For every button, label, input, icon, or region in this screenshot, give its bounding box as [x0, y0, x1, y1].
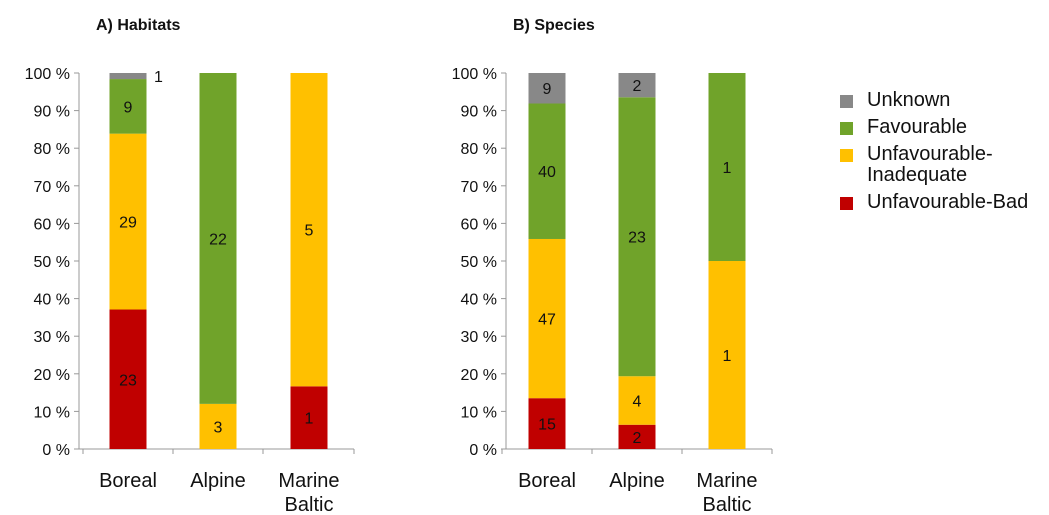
- y-tick-label: 90 %: [34, 104, 70, 121]
- x-tick-label: Boreal: [99, 470, 157, 492]
- y-tick-label: 30 %: [461, 329, 497, 346]
- bar-segment-unknown: [109, 73, 147, 80]
- data-label: 1: [305, 411, 314, 428]
- legend-swatch-favourable: [840, 122, 853, 135]
- data-label: 2: [633, 78, 642, 95]
- y-tick-label: 60 %: [461, 216, 497, 233]
- chart-title: A) Habitats: [96, 17, 181, 34]
- bar-segment-unfavourable-bad: [109, 309, 147, 449]
- bar-segment-unfavourable-bad: [528, 398, 566, 449]
- data-label: 2: [633, 430, 642, 447]
- legend-label-unfavourable-inadequate: Unfavourable- Inadequate: [867, 143, 993, 186]
- y-tick-label: 70 %: [461, 179, 497, 196]
- y-tick-label: 10 %: [34, 404, 70, 421]
- bar-segment-unfavourable-inadequate: [618, 376, 656, 425]
- y-tick-label: 100 %: [25, 66, 70, 83]
- y-tick-label: 40 %: [34, 292, 70, 309]
- data-label: 1: [723, 348, 732, 365]
- data-label: 9: [543, 81, 552, 98]
- data-label: 29: [119, 215, 137, 232]
- x-tick-label: Boreal: [518, 470, 576, 492]
- bar-segment-unfavourable-bad: [290, 386, 328, 449]
- y-tick-label: 10 %: [461, 404, 497, 421]
- y-tick-label: 80 %: [461, 141, 497, 158]
- bar-segment-favourable: [618, 97, 656, 377]
- y-tick-label: 90 %: [461, 104, 497, 121]
- legend-item-favourable: Favourable: [840, 117, 1028, 138]
- data-label: 15: [538, 417, 556, 434]
- chart-title: B) Species: [513, 17, 595, 34]
- legend-swatch-unknown: [840, 95, 853, 108]
- data-label: 3: [214, 419, 223, 436]
- y-tick-label: 50 %: [461, 254, 497, 271]
- bar-segment-unfavourable-inadequate: [290, 73, 328, 387]
- data-label: 1: [154, 69, 163, 86]
- bar-segment-unfavourable-bad: [618, 424, 656, 449]
- y-tick-label: 60 %: [34, 216, 70, 233]
- legend-item-unknown: Unknown: [840, 90, 1028, 111]
- bar-segment-unfavourable-inadequate: [528, 238, 566, 399]
- data-label: 22: [209, 231, 227, 248]
- bar-segment-unfavourable-inadequate: [708, 261, 746, 449]
- data-label: 23: [628, 230, 646, 247]
- x-tick-label: Marine Baltic: [696, 470, 757, 515]
- y-tick-label: 80 %: [34, 141, 70, 158]
- chart-panel-species: B) Species 0 % 10 % 20 % 30 % 40 % 50 % 60 % 70 …: [452, 17, 773, 515]
- data-label: 4: [633, 393, 642, 410]
- data-label: 1: [723, 160, 732, 177]
- bar-segment-unknown: [618, 73, 656, 98]
- legend-swatch-unfavourable-inadequate: [840, 149, 853, 162]
- x-tick-label: Alpine: [609, 470, 665, 492]
- y-tick-label: 20 %: [461, 367, 497, 384]
- bar-segment-unfavourable-inadequate: [109, 133, 147, 310]
- data-label: 47: [538, 312, 556, 329]
- y-tick-label: 0 %: [469, 442, 497, 459]
- data-label: 23: [119, 372, 137, 389]
- bar-segment-favourable: [199, 73, 237, 404]
- data-label: 40: [538, 164, 556, 181]
- legend-swatch-unfavourable-bad: [840, 197, 853, 210]
- bar-segment-favourable: [109, 79, 147, 134]
- data-label: 5: [305, 223, 314, 240]
- legend-label-favourable: Favourable: [867, 116, 968, 138]
- legend-item-unfavourable-inadequate: Unfavourable- Inadequate: [840, 144, 1028, 186]
- bar-segment-unfavourable-inadequate: [199, 403, 237, 449]
- y-tick-label: 70 %: [34, 179, 70, 196]
- y-tick-label: 100 %: [452, 66, 497, 83]
- x-tick-label: Alpine: [190, 470, 246, 492]
- data-label: 9: [124, 99, 133, 116]
- bar-segment-favourable: [708, 73, 746, 261]
- legend: Unknown Favourable Unfavourable- Inadequ…: [840, 90, 1028, 219]
- bar-segment-unknown: [528, 73, 566, 104]
- y-tick-label: 40 %: [461, 292, 497, 309]
- legend-label-unfavourable-bad: Unfavourable-Bad: [867, 191, 1029, 213]
- y-tick-label: 30 %: [34, 329, 70, 346]
- bar-segment-favourable: [528, 103, 566, 239]
- legend-item-unfavourable-bad: Unfavourable-Bad: [840, 192, 1028, 213]
- y-tick-label: 20 %: [34, 367, 70, 384]
- y-tick-label: 50 %: [34, 254, 70, 271]
- y-tick-label: 0 %: [42, 442, 70, 459]
- x-tick-label: Marine Baltic: [278, 470, 339, 515]
- legend-label-unknown: Unknown: [867, 89, 951, 111]
- chart-panel-habitats: A) Habitats 0 % 10 % 20 % 30 % 40 % 50 % 60 % 70…: [25, 17, 355, 515]
